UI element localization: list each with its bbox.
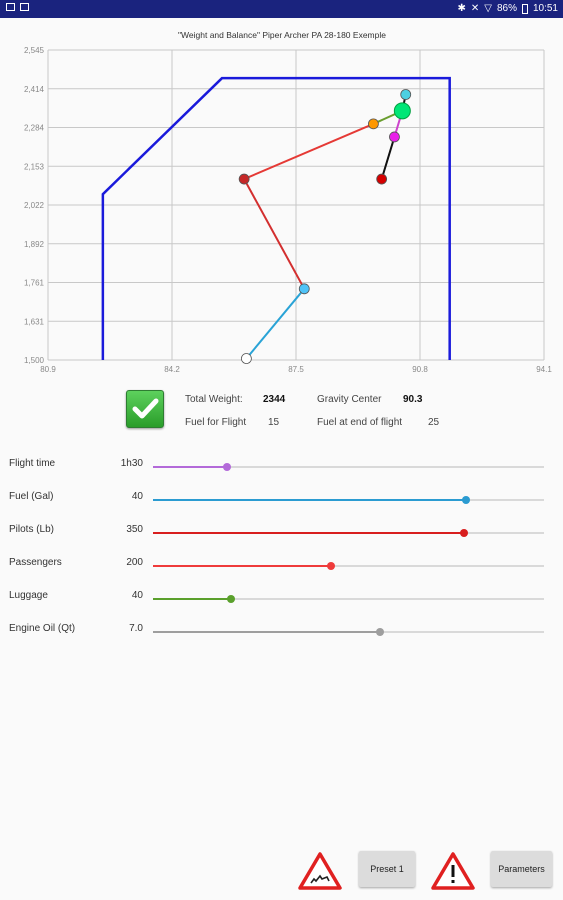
clock: 10:51 [532,3,558,14]
slider-thumb[interactable] [227,595,236,603]
slider-thumb[interactable] [326,562,335,570]
passengers-label: Passengers [9,557,62,568]
fuel-value: 40 [131,491,143,502]
y-tick-label: 2,022 [24,201,45,210]
weight-warning-icon[interactable] [298,851,342,891]
x-axis-ticks: 80.9 84.2 87.5 90.8 94.1 [40,365,552,374]
y-tick-label: 1,892 [24,240,45,249]
total-weight-label: Total Weight: [185,394,243,405]
passengers-value: 200 [126,557,143,568]
passengers-slider[interactable] [153,562,544,570]
check-icon [132,398,159,419]
y-tick-label: 2,284 [24,124,45,133]
cg-envelope [101,76,451,360]
engine-oil-label: Engine Oil (Qt) [9,623,76,634]
luggage-label: Luggage [9,590,48,601]
cg-point [240,353,252,364]
fuel-end-label: Fuel at end of flight [317,417,403,428]
y-tick-label: 2,414 [24,85,45,94]
scale-icon [310,874,330,884]
alert-warning-icon[interactable] [431,851,475,891]
slider-thumb[interactable] [459,529,468,537]
total-weight-value: 2344 [263,394,286,405]
chart-title: "Weight and Balance" Piper Archer PA 28-… [178,30,386,40]
battery-icon [521,3,528,14]
fuel-label: Fuel (Gal) [9,491,54,502]
y-axis-ticks: 1,500 1,631 1,761 1,892 2,022 2,153 2,284 2,414… [24,46,45,365]
fuel-end-value: 25 [428,417,440,428]
battery-percent: 86% [496,3,517,14]
x-tick-label: 80.9 [40,365,56,374]
photo-icon [20,3,29,11]
flight-time-slider[interactable] [153,463,544,471]
preset-1-button[interactable]: Preset 1 [359,851,415,887]
cg-segment [380,136,396,180]
gravity-center-value: 90.3 [403,394,423,405]
cg-point [376,173,388,185]
x-tick-label: 84.2 [164,365,180,374]
status-bar: ✱ ✕ ▽ 86% 10:51 [0,0,563,18]
cg-point [389,131,400,143]
fuel-for-flight-label: Fuel for Flight [185,417,247,428]
x-tick-label: 87.5 [288,365,304,374]
y-tick-label: 1,761 [24,279,45,288]
mute-icon: ✕ [470,3,480,14]
cg-segment [245,288,306,360]
luggage-slider[interactable] [153,595,544,603]
luggage-value: 40 [131,590,143,601]
cg-segment [243,122,374,180]
engine-oil-value: 7.0 [129,623,143,634]
slider-thumb[interactable] [375,628,384,636]
bluetooth-icon: ✱ [457,3,466,14]
cg-point [393,102,411,120]
flight-time-label: Flight time [9,458,56,469]
cg-point [298,283,310,295]
exclamation-icon [451,865,455,877]
pilots-value: 350 [126,524,143,535]
cg-segment [243,178,306,290]
cg-path-points [238,89,412,364]
x-tick-label: 94.1 [536,365,552,374]
cg-point [400,89,412,100]
cg-path-segments [243,94,407,360]
cg-point [368,118,379,130]
pilots-slider[interactable] [153,529,544,537]
fuel-for-flight-value: 15 [268,417,280,428]
y-tick-label: 2,545 [24,46,45,55]
cg-point [238,173,250,185]
wifi-icon: ▽ [484,3,492,14]
x-tick-label: 90.8 [412,365,428,374]
flight-time-value: 1h30 [120,458,143,469]
y-tick-label: 1,500 [24,356,45,365]
pilots-label: Pilots (Lb) [9,524,55,535]
fuel-slider[interactable] [153,496,544,504]
slider-thumb[interactable] [461,496,470,504]
y-tick-label: 1,631 [24,317,45,326]
y-tick-label: 2,153 [24,162,45,171]
ok-check-button[interactable] [126,390,164,428]
gravity-center-label: Gravity Center [317,394,382,405]
gallery-icon [6,3,15,11]
slider-thumb[interactable] [222,463,231,471]
parameters-button[interactable]: Parameters [491,851,552,887]
engine-oil-slider[interactable] [153,628,544,636]
weight-balance-chart: "Weight and Balance" Piper Archer PA 28-… [24,30,552,374]
